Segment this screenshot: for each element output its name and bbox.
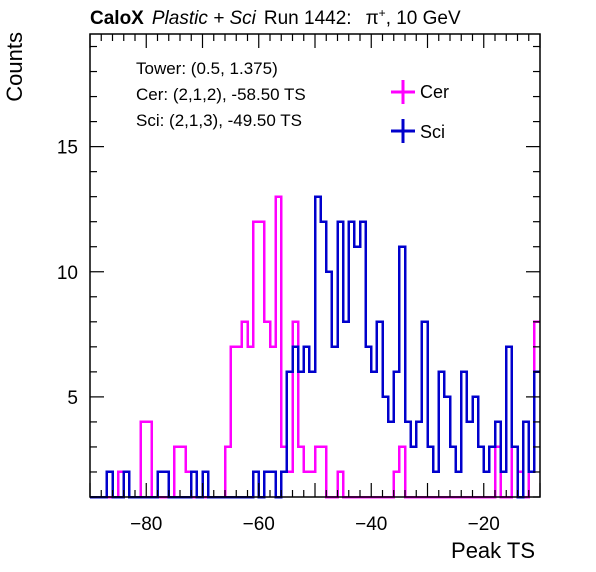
info-tower: Tower: (0.5, 1.375) [136,59,278,78]
legend-label-cer: Cer [420,82,449,102]
series-layer [90,195,540,499]
legend-label-sci: Sci [420,122,445,142]
x-axis-title: Peak TS [451,538,535,563]
legend: Cer Sci [391,80,449,143]
y-tick-label: 5 [67,388,78,409]
x-tick-label: −40 [355,514,387,535]
y-axis-title: Counts [2,32,27,102]
x-tick-label: −60 [243,514,275,535]
x-tick-label: −20 [468,514,500,535]
y-tick-label: 15 [57,138,78,159]
y-tick-label: 10 [57,263,78,284]
legend-marker-sci [391,119,415,143]
title-charge: + [379,6,386,20]
axis-layer: −80 −60 −40 −20 5 10 15 [57,34,541,535]
chart-title: CaloX Plastic + Sci Run 1442: π+, 10 GeV [90,6,461,29]
title-calox: CaloX [90,8,144,29]
title-energy: , 10 GeV [386,8,461,29]
info-cer: Cer: (2,1,2), -58.50 TS [136,85,306,104]
x-tick-label: −80 [130,514,162,535]
legend-marker-cer [391,80,415,104]
title-particle: π [366,8,379,29]
info-sci: Sci: (2,1,3), -49.50 TS [136,111,302,130]
title-config: Plastic + Sci [152,8,257,29]
title-run: Run 1442: [264,8,352,29]
